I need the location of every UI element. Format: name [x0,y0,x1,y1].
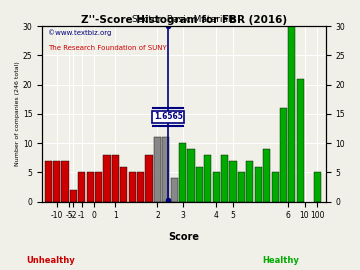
Y-axis label: Number of companies (246 total): Number of companies (246 total) [15,62,20,166]
Bar [280,108,287,202]
Text: ©www.textbiz.org: ©www.textbiz.org [48,30,111,36]
Bar [188,149,195,202]
Bar [238,173,245,202]
Bar [246,161,253,202]
Text: 1.6565: 1.6565 [154,112,183,121]
Bar [179,143,186,202]
Bar [87,173,94,202]
Bar [297,79,304,202]
Bar [61,161,68,202]
Bar [314,173,321,202]
Bar [288,26,296,202]
Text: Unhealthy: Unhealthy [26,256,75,265]
Title: Z''-Score Histogram for FBR (2016): Z''-Score Histogram for FBR (2016) [81,15,287,25]
Bar [162,137,170,202]
Bar [120,167,127,202]
Bar [154,137,161,202]
X-axis label: Score: Score [168,231,199,241]
Bar [263,149,270,202]
Bar [129,173,136,202]
Bar [95,173,102,202]
Bar [271,173,279,202]
Bar [255,167,262,202]
Bar [229,161,237,202]
Text: Healthy: Healthy [262,256,299,265]
Text: The Research Foundation of SUNY: The Research Foundation of SUNY [48,45,167,51]
Text: Sector: Basic Materials: Sector: Basic Materials [132,15,235,24]
Bar [53,161,60,202]
Bar [112,155,119,202]
Bar [213,173,220,202]
Bar [45,161,52,202]
Bar [70,190,77,202]
Bar [221,155,228,202]
Bar [196,167,203,202]
Bar [145,155,153,202]
Bar [78,173,85,202]
Bar [204,155,211,202]
Bar [171,178,178,202]
Bar [137,173,144,202]
Bar [103,155,111,202]
